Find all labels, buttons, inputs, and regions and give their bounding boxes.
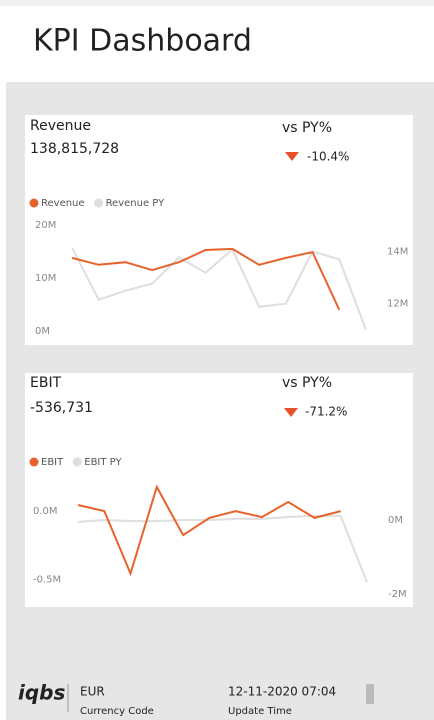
- compare-value: -71.2%: [305, 405, 347, 419]
- y-tick-label: -0.5M: [33, 574, 61, 585]
- update-label: Update Time: [228, 706, 292, 717]
- currency: EUR: [80, 685, 105, 699]
- card-value: 138,815,728: [30, 141, 119, 157]
- logo: iqbs: [18, 681, 65, 705]
- y-tick-label: 20M: [35, 220, 56, 231]
- down-triangle: [284, 408, 298, 417]
- compare-label: vs PY%: [282, 120, 332, 136]
- y-tick-label: 0M: [35, 326, 50, 337]
- legend-dot: [29, 198, 39, 208]
- card-title: Revenue: [30, 118, 91, 134]
- legend-label: EBIT: [41, 457, 64, 468]
- page-title: KPI Dashboard: [33, 24, 252, 59]
- compare-label: vs PY%: [282, 375, 332, 391]
- update-time: 12-11-2020 07:04: [228, 685, 336, 699]
- card-value: -536,731: [30, 400, 93, 416]
- legend-label: Revenue PY: [106, 198, 166, 209]
- scroll-handle: [366, 684, 374, 704]
- compare-value: -10.4%: [307, 150, 349, 164]
- y-tick-label: 10M: [35, 273, 56, 284]
- y-tick-label: 0.0M: [33, 506, 58, 517]
- legend-dot: [72, 457, 82, 467]
- y2-tick-label: 12M: [387, 299, 408, 310]
- series-line: [71, 247, 341, 311]
- y2-tick-label: 0M: [388, 515, 403, 526]
- card-title: EBIT: [30, 375, 62, 391]
- legend-dot: [29, 457, 39, 467]
- y2-tick-label: 14M: [387, 247, 408, 258]
- card: [25, 373, 413, 607]
- card: [25, 115, 413, 345]
- series-line: [77, 484, 341, 577]
- currency-label: Currency Code: [80, 706, 154, 717]
- top-strip: [0, 0, 434, 6]
- down-triangle: [285, 152, 299, 161]
- legend-dot: [94, 198, 104, 208]
- legend-label: Revenue: [41, 198, 85, 209]
- legend-label: EBIT PY: [84, 457, 122, 468]
- y2-tick-label: -2M: [388, 589, 407, 600]
- series-line: [71, 247, 367, 331]
